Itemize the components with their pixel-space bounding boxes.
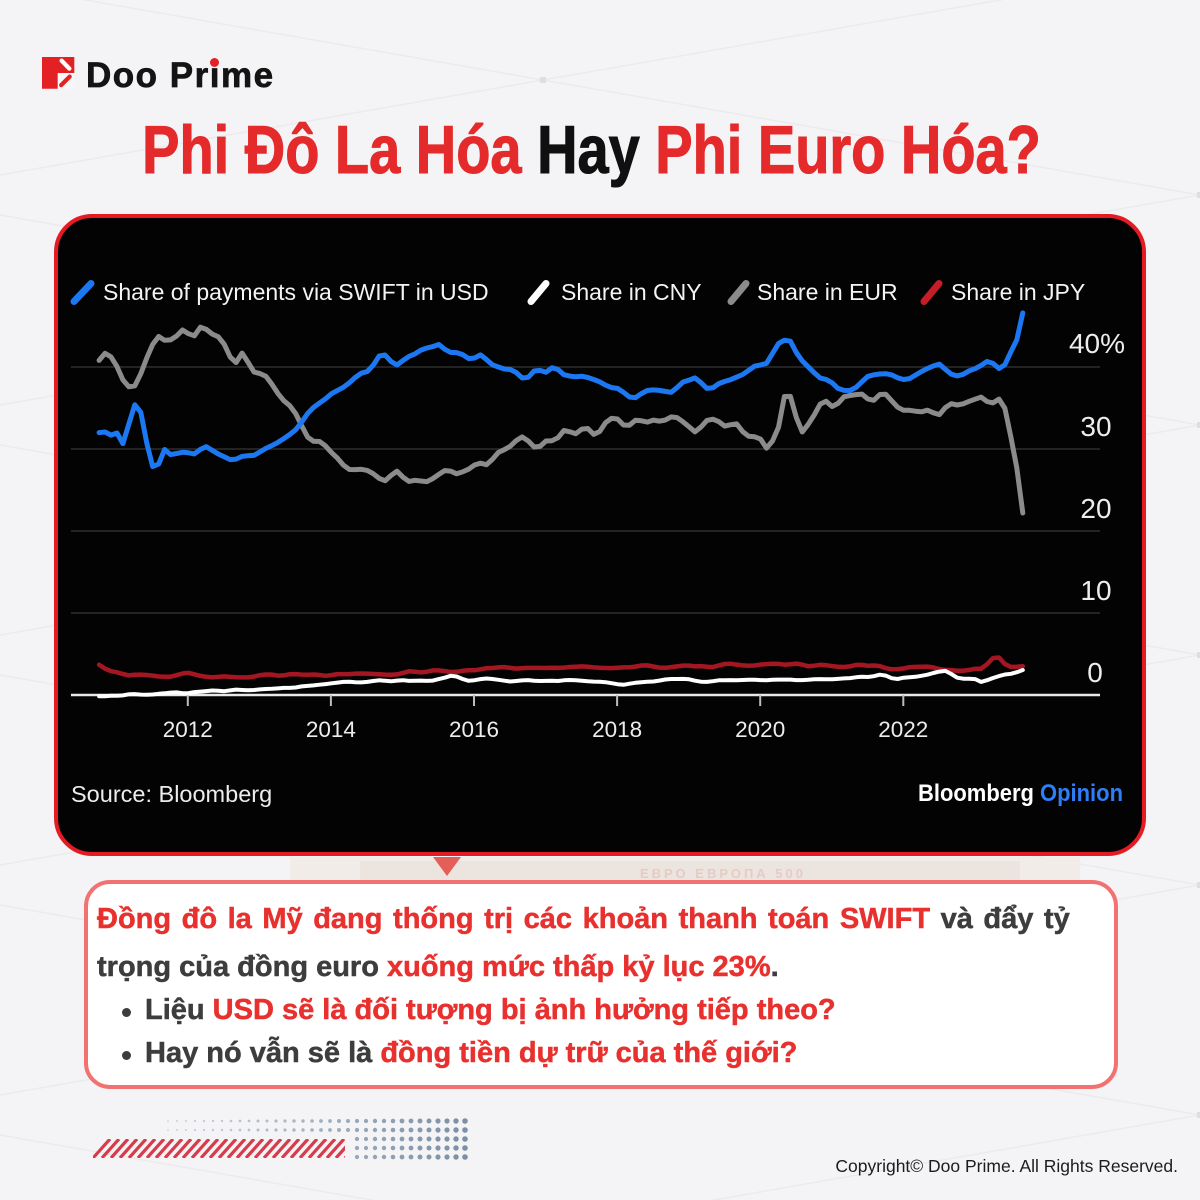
svg-text:2012: 2012 [163,717,213,742]
svg-text:ЕВРО ЕВРОПА 500: ЕВРО ЕВРОПА 500 [640,866,806,881]
svg-text:2014: 2014 [306,717,356,742]
svg-text:0: 0 [1087,657,1103,688]
svg-text:2018: 2018 [592,717,642,742]
svg-text:2020: 2020 [735,717,785,742]
svg-text:Share of payments via SWIFT in: Share of payments via SWIFT in USD [103,279,489,305]
svg-text:2016: 2016 [449,717,499,742]
svg-text:20: 20 [1080,493,1111,524]
svg-text:Bloomberg Opinion: Bloomberg Opinion [918,780,1123,807]
svg-text:40%: 40% [1069,328,1125,359]
svg-text:30: 30 [1080,411,1111,442]
svg-text:Source: Bloomberg: Source: Bloomberg [71,781,272,807]
svg-text:Share in CNY: Share in CNY [561,279,702,305]
svg-text:Share in EUR: Share in EUR [757,279,898,305]
svg-text:2022: 2022 [878,717,928,742]
svg-text:Share in JPY: Share in JPY [951,279,1085,305]
svg-text:10: 10 [1080,575,1111,606]
